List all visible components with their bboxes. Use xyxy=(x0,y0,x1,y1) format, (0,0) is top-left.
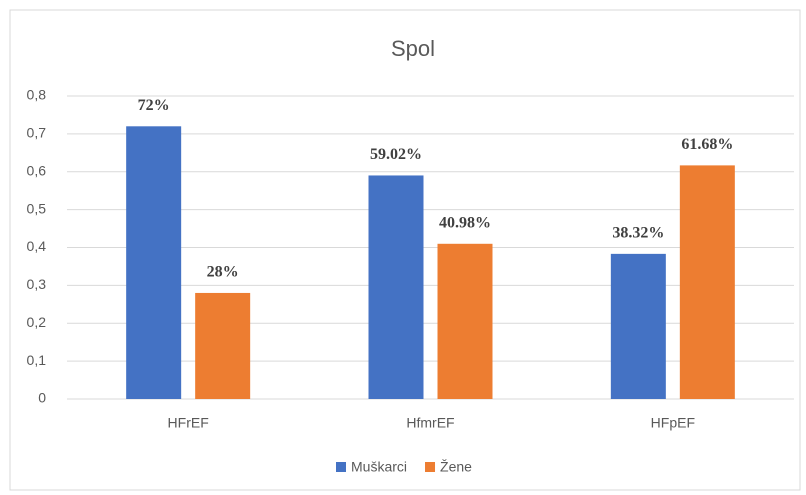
y-tick-label: 0,5 xyxy=(27,200,47,216)
y-tick-label: 0,1 xyxy=(27,352,47,368)
bar xyxy=(368,175,424,399)
value-label: 61.68% xyxy=(681,136,733,153)
y-tick-label: 0,3 xyxy=(27,276,47,292)
value-label: 59.02% xyxy=(370,146,422,163)
y-tick-label: 0,6 xyxy=(27,162,47,178)
y-tick-label: 0 xyxy=(38,390,46,406)
x-tick-label: HFpEF xyxy=(651,415,695,431)
value-label: 40.98% xyxy=(439,214,491,231)
bar xyxy=(679,165,735,399)
chart-title: Spol xyxy=(391,36,435,61)
legend-swatch xyxy=(336,462,346,472)
y-tick-label: 0,4 xyxy=(27,238,47,254)
x-tick-label: HfmrEF xyxy=(406,415,454,431)
bar xyxy=(610,253,666,399)
value-label: 28% xyxy=(207,264,239,281)
legend-label: Žene xyxy=(440,459,472,475)
y-tick-label: 0,8 xyxy=(27,87,47,103)
y-tick-label: 0,2 xyxy=(27,314,47,330)
value-label: 38.32% xyxy=(612,225,664,242)
bar xyxy=(195,292,251,399)
legend-label: Muškarci xyxy=(351,459,407,475)
y-tick-label: 0,7 xyxy=(27,125,47,141)
bar xyxy=(126,126,182,400)
legend-swatch xyxy=(425,462,436,472)
bar xyxy=(437,243,493,399)
x-tick-label: HFrEF xyxy=(168,415,209,431)
value-label: 72% xyxy=(138,97,170,114)
